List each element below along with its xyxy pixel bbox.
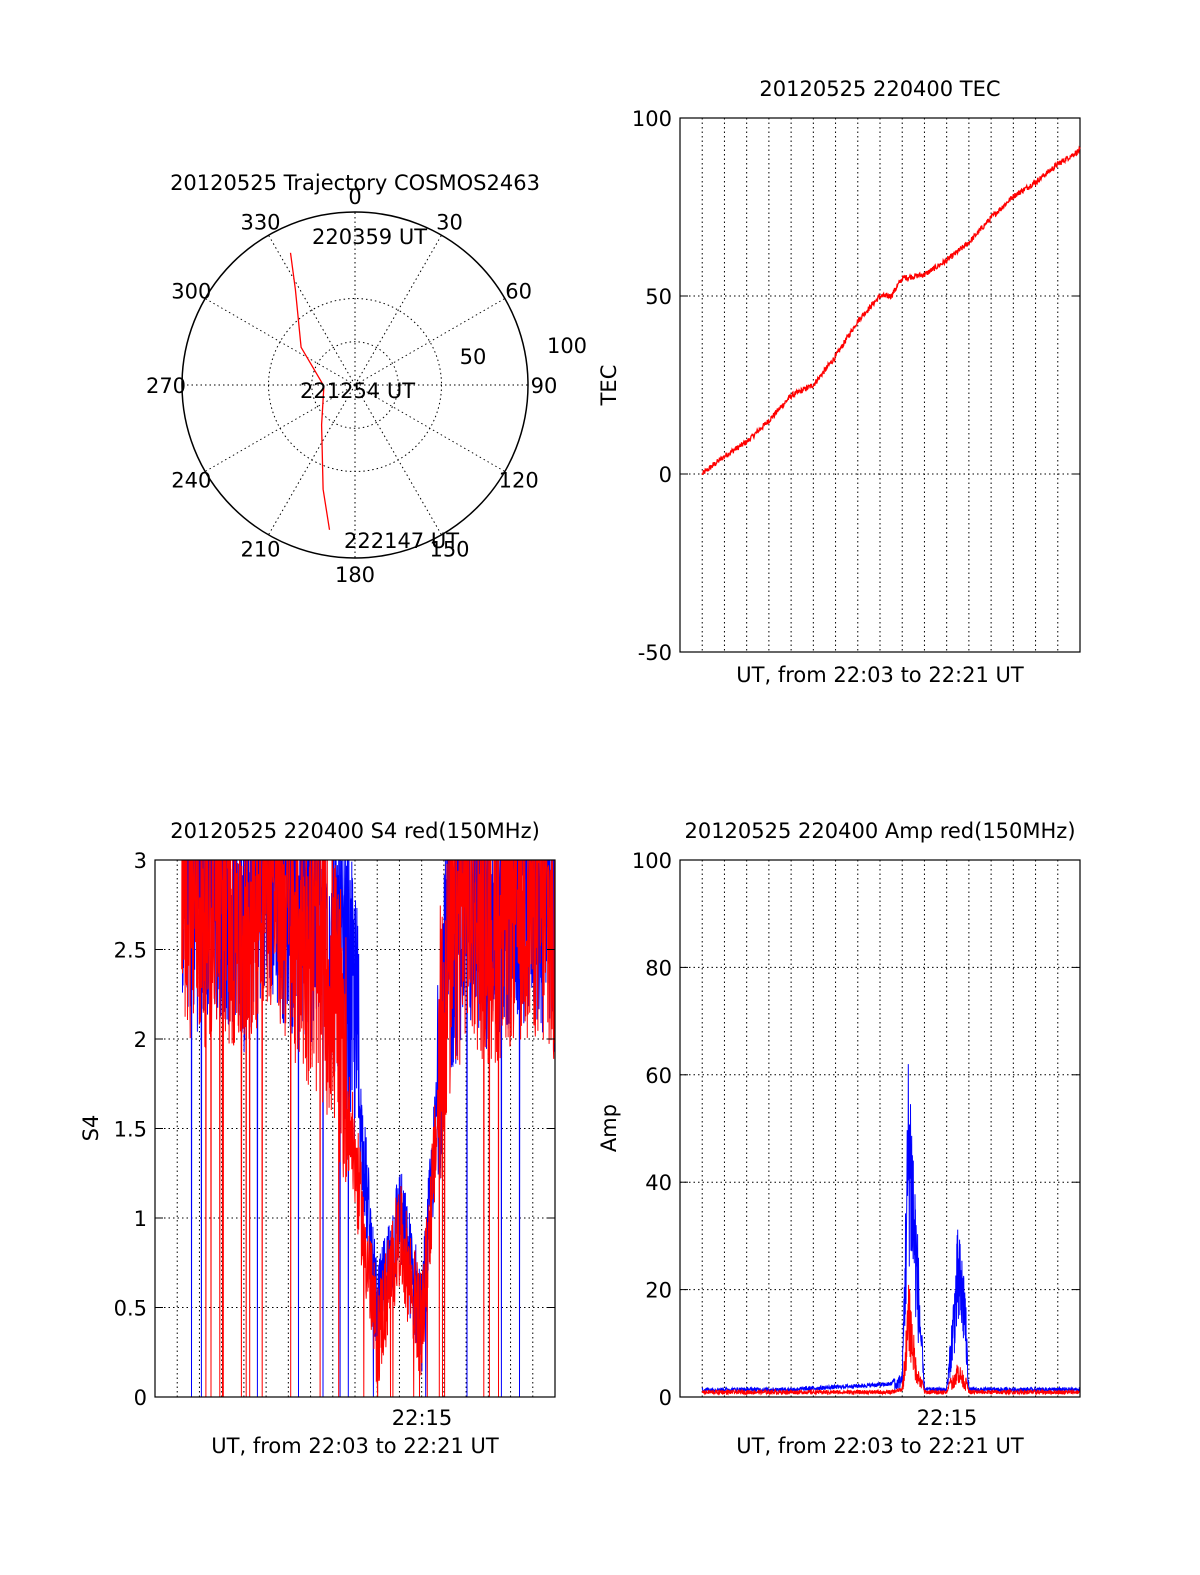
s4-y-tick-label: 1 xyxy=(134,1207,147,1231)
amp-x-axis-label: UT, from 22:03 to 22:21 UT xyxy=(736,1434,1024,1458)
s4-series-red xyxy=(181,859,556,1398)
s4-x-axis-label: UT, from 22:03 to 22:21 UT xyxy=(211,1434,499,1458)
tec-chart: 20120525 220400 TEC 100 50 0 -50 TEC UT, fr… xyxy=(597,77,1081,687)
trajectory-track-line xyxy=(289,252,331,530)
tec-series-line xyxy=(701,145,1081,475)
polar-spoke-30 xyxy=(354,234,442,386)
amp-y-tick-label: 0 xyxy=(659,1386,672,1410)
polar-outer-circle xyxy=(181,211,529,559)
trajectory-mid-label: 221254 UT xyxy=(300,379,415,403)
trajectory-title: 20120525 Trajectory COSMOS2463 xyxy=(170,171,540,195)
polar-azimuth-label-330: 330 xyxy=(240,210,280,234)
polar-spoke-330 xyxy=(268,234,356,386)
polar-azimuth-label-120: 120 xyxy=(499,469,539,493)
polar-spoke-240 xyxy=(204,384,356,472)
amp-y-tick-label: 80 xyxy=(645,956,672,980)
polar-spoke-60 xyxy=(354,298,506,386)
s4-y-tick-label: 2 xyxy=(134,1028,147,1052)
tec-y-tick-label: 0 xyxy=(659,463,672,487)
trajectory-start-label: 220359 UT xyxy=(312,225,427,249)
s4-y-axis-label: S4 xyxy=(79,1115,103,1142)
amp-y-tick-label: 60 xyxy=(645,1064,672,1088)
polar-spoke-210 xyxy=(268,384,356,536)
polar-azimuth-label-210: 210 xyxy=(240,538,280,562)
tec-y-tick-label: 50 xyxy=(645,285,672,309)
amp-series xyxy=(701,1064,1081,1396)
polar-azimuth-label-240: 240 xyxy=(171,469,211,493)
polar-radial-label-100: 100 xyxy=(547,334,587,358)
s4-chart: 20120525 220400 S4 red(150MHz) 3 2.5 2 1.5 1… xyxy=(79,819,556,1458)
polar-azimuth-label-300: 300 xyxy=(171,280,211,304)
polar-grid xyxy=(182,212,528,558)
s4-x-tick-label: 22:15 xyxy=(392,1406,453,1430)
amp-series-red xyxy=(701,1284,1081,1396)
amp-title: 20120525 220400 Amp red(150MHz) xyxy=(684,819,1075,843)
amp-y-tick-label: 20 xyxy=(645,1279,672,1303)
amp-y-tick-label: 40 xyxy=(645,1171,672,1195)
s4-y-tick-label: 1.5 xyxy=(114,1118,147,1142)
amp-y-tick-label: 100 xyxy=(632,849,672,873)
s4-y-tick-labels: 3 2.5 2 1.5 1 0.5 0 xyxy=(114,849,555,1410)
s4-y-tick-label: 3 xyxy=(134,849,147,873)
s4-y-tick-label: 0 xyxy=(134,1386,147,1410)
polar-azimuth-label-30: 30 xyxy=(436,210,463,234)
amp-frame xyxy=(679,859,1081,1398)
polar-spoke-300 xyxy=(204,298,356,386)
s4-series xyxy=(181,859,556,1398)
polar-azimuth-label-0: 0 xyxy=(348,185,361,209)
polar-azimuth-label-150: 150 xyxy=(429,538,469,562)
tec-y-tick-label: -50 xyxy=(638,641,672,665)
s4-title: 20120525 220400 S4 red(150MHz) xyxy=(170,819,540,843)
polar-azimuth-label-90: 90 xyxy=(531,374,558,398)
amp-grid xyxy=(680,860,1080,1397)
polar-spoke-150 xyxy=(354,384,442,536)
tec-y-axis-label: TEC xyxy=(597,365,621,407)
amp-x-tick-label: 22:15 xyxy=(917,1406,978,1430)
amp-y-axis-label: Amp xyxy=(597,1104,621,1152)
polar-spoke-120 xyxy=(354,384,506,472)
trajectory-polar-chart: 20120525 Trajectory COSMOS2463 0 30 60 90 12… xyxy=(146,171,587,587)
polar-radial-label-50: 50 xyxy=(460,345,487,369)
polar-azimuth-label-180: 180 xyxy=(335,563,375,587)
tec-title: 20120525 220400 TEC xyxy=(759,77,1000,101)
amp-chart: 20120525 220400 Amp red(150MHz) 100 80 60 4… xyxy=(597,819,1081,1458)
trajectory-end-label: 222147 UT xyxy=(344,529,459,553)
s4-y-tick-label: 2.5 xyxy=(114,939,147,963)
polar-ring-25 xyxy=(311,341,399,429)
tec-frame xyxy=(679,117,1081,653)
tec-x-axis-label: UT, from 22:03 to 22:21 UT xyxy=(736,663,1024,687)
polar-azimuth-labels: 0 30 60 90 120 150 180 210 240 270 300 330 xyxy=(146,185,557,587)
tec-grid xyxy=(680,118,1080,652)
s4-y-tick-label: 0.5 xyxy=(114,1297,147,1321)
polar-azimuth-label-270: 270 xyxy=(146,374,186,398)
amp-series-blue xyxy=(701,1064,1081,1394)
tec-y-tick-label: 100 xyxy=(632,107,672,131)
polar-azimuth-label-60: 60 xyxy=(505,280,532,304)
amp-y-tick-labels: 100 80 60 40 20 0 xyxy=(632,849,1080,1410)
tec-y-tick-labels: 100 50 0 -50 xyxy=(632,107,1080,665)
